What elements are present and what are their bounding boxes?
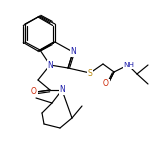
Text: O: O <box>31 88 37 96</box>
Text: O: O <box>103 79 109 89</box>
Text: N: N <box>47 60 53 70</box>
Text: N: N <box>59 86 65 94</box>
Text: N: N <box>70 48 76 56</box>
Text: NH: NH <box>123 62 134 68</box>
Text: S: S <box>88 69 92 77</box>
